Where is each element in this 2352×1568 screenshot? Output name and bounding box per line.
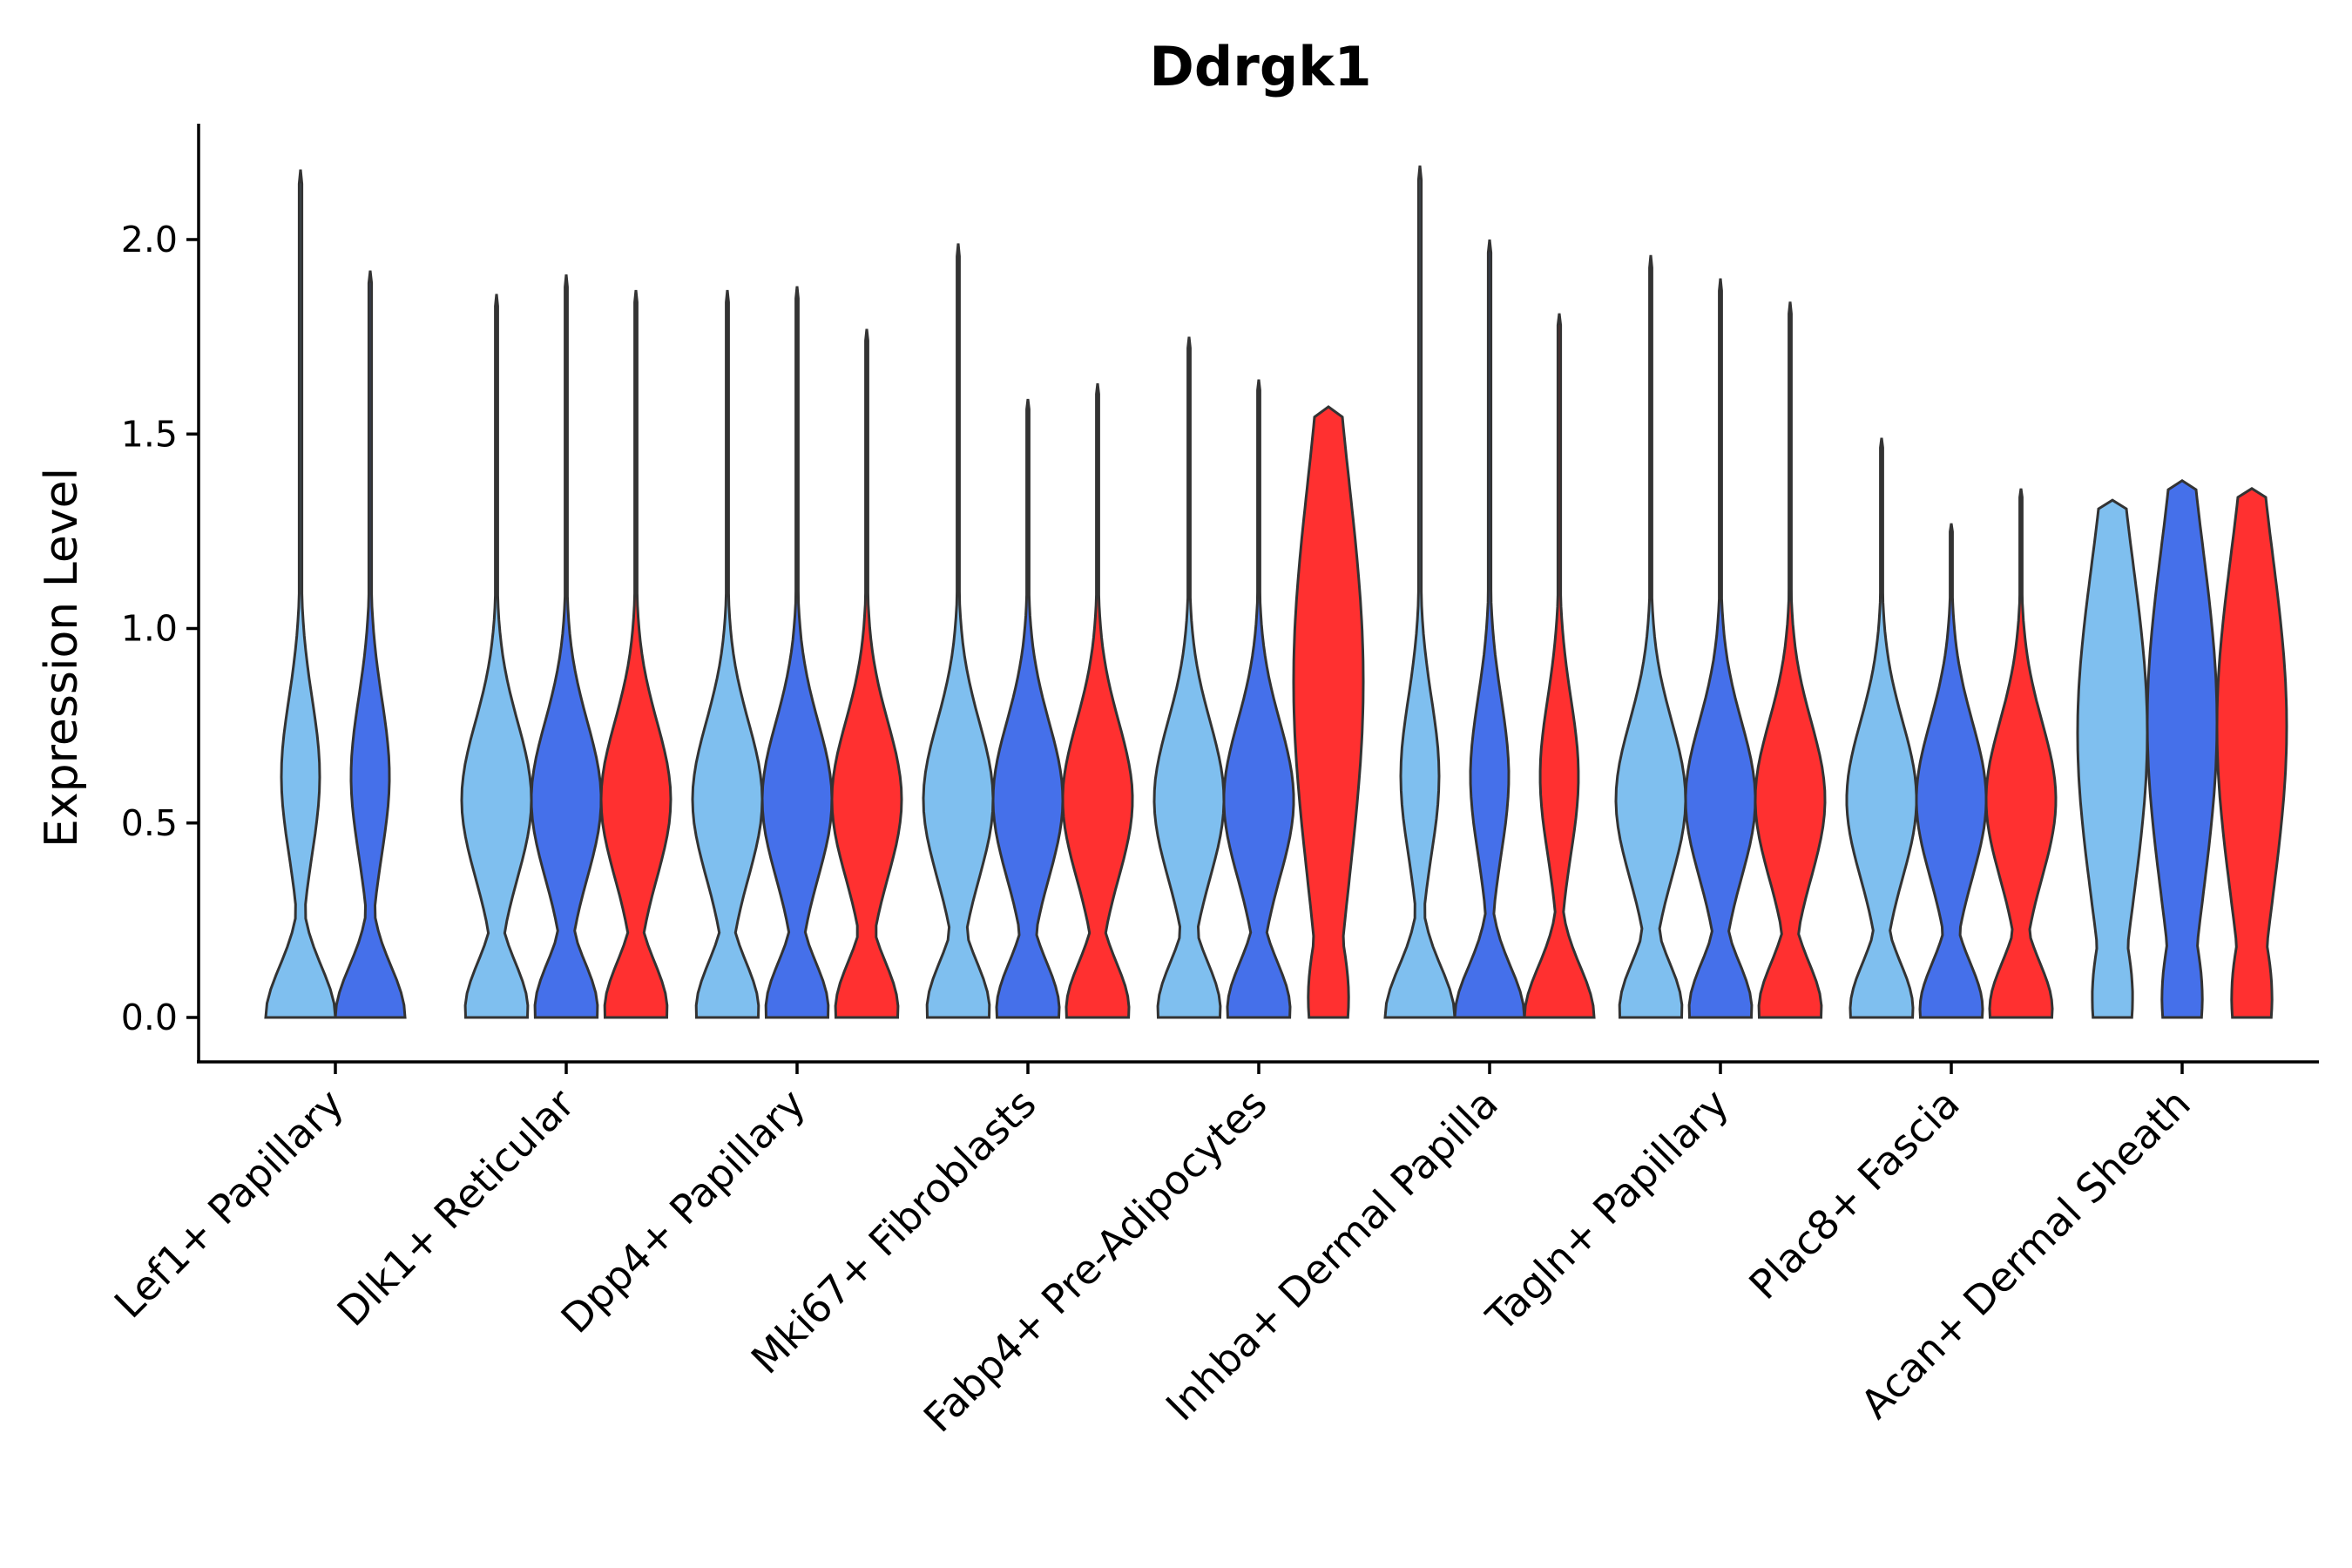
violin-2-0 (691, 289, 764, 1019)
violin-8-1 (2146, 479, 2219, 1019)
violin-7-2 (1984, 488, 2058, 1019)
y-tick-label: 0.5 (121, 802, 178, 844)
violin-6-0 (1614, 254, 1687, 1019)
violin-8-2 (2215, 487, 2288, 1019)
violin-1-1 (530, 274, 603, 1019)
chart-title: Ddrgk1 (1149, 35, 1371, 98)
violin-3-0 (922, 243, 995, 1019)
violin-2-2 (830, 328, 903, 1019)
x-tick-label: Tagln+ Papillary (1477, 1080, 1738, 1342)
y-tick-label: 0.0 (121, 997, 178, 1038)
y-tick-label: 1.5 (121, 413, 178, 455)
violin-7-1 (1915, 523, 1988, 1019)
y-axis-label: Expression Level (36, 468, 88, 848)
x-tick-label: Dlk1+ Reticular (328, 1080, 584, 1335)
x-tick-label: Plac8+ Fascia (1740, 1080, 1968, 1308)
violin-6-1 (1684, 278, 1757, 1019)
violin-3-2 (1061, 383, 1134, 1019)
violin-6-2 (1754, 301, 1827, 1019)
violin-1-2 (599, 289, 672, 1019)
violin-3-1 (991, 398, 1064, 1019)
violin-group (264, 166, 2288, 1019)
violin-1-0 (460, 294, 533, 1019)
violin-4-1 (1222, 379, 1295, 1019)
violin-2-1 (760, 286, 834, 1019)
violin-0-1 (334, 270, 407, 1019)
violin-0-0 (264, 169, 337, 1019)
violin-4-0 (1152, 336, 1226, 1019)
violin-5-2 (1523, 313, 1596, 1019)
violin-7-0 (1845, 437, 1918, 1019)
violin-5-1 (1453, 239, 1526, 1019)
violin-4-2 (1292, 405, 1365, 1019)
x-tick-label: Lef1+ Papillary (105, 1080, 353, 1328)
y-tick-label: 2.0 (121, 219, 178, 260)
y-tick-label: 1.0 (121, 608, 178, 650)
violin-8-0 (2076, 498, 2149, 1019)
y-axis-ticks: 0.0 0.5 1.0 1.5 2.0 (121, 219, 199, 1038)
violin-5-0 (1383, 166, 1456, 1019)
x-tick-label: Dpp4+ Papillary (552, 1080, 814, 1342)
